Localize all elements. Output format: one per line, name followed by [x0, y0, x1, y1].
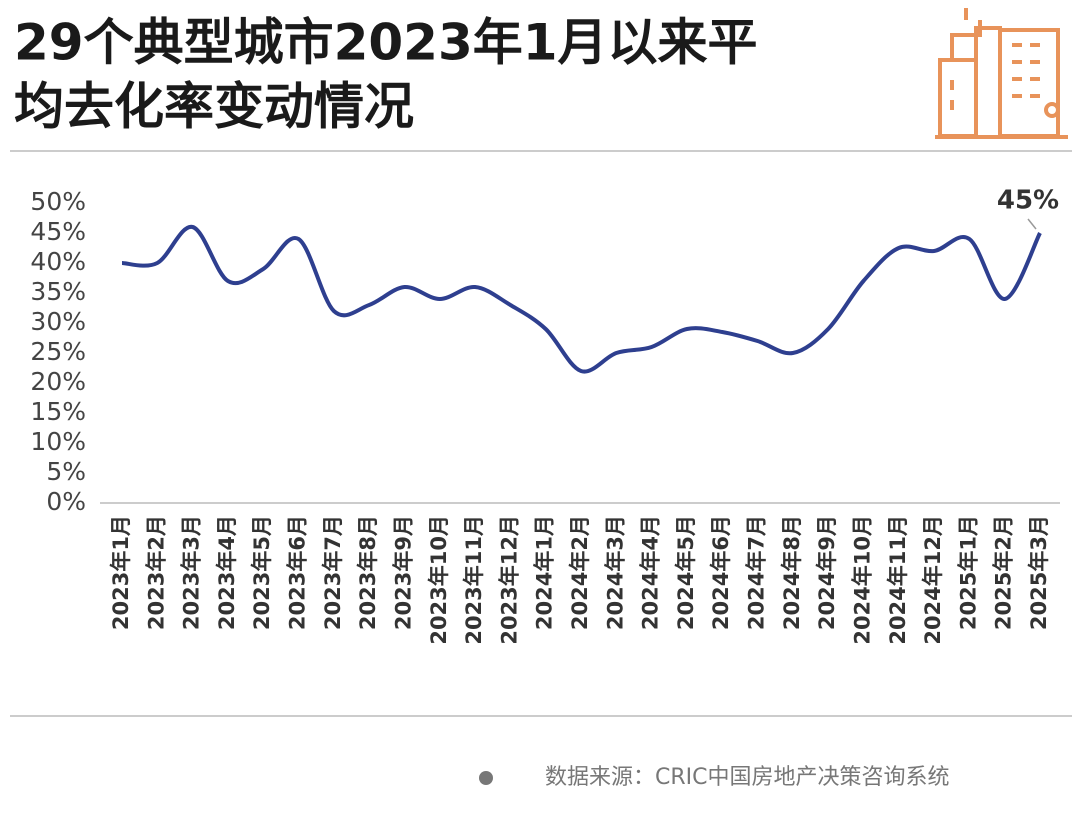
- x-tick-label: 2024年9月: [815, 515, 839, 630]
- line: [121, 225, 1042, 374]
- x-tick-label: 2024年12月: [921, 515, 945, 645]
- x-tick-label: 2024年1月: [533, 515, 557, 630]
- x-tick-label: 2024年7月: [745, 515, 769, 630]
- x-tick-label: 2024年8月: [780, 515, 804, 630]
- data-label: 45%: [997, 186, 1059, 216]
- source-dot: [479, 771, 493, 785]
- x-tick-label: 2024年6月: [709, 515, 733, 630]
- x-tick-label: 2024年10月: [850, 515, 874, 645]
- x-tick-label: 2025年1月: [956, 515, 980, 630]
- x-tick-label: 2023年9月: [391, 515, 415, 630]
- x-tick-label: 2023年1月: [109, 515, 133, 630]
- x-tick-label: 2024年3月: [603, 515, 627, 630]
- y-tick-label: 10%: [30, 427, 86, 456]
- y-tick-label: 50%: [30, 187, 86, 216]
- label-leader: [1027, 218, 1037, 230]
- x-tick-label: 2025年3月: [1027, 515, 1051, 630]
- y-tick-label: 25%: [30, 337, 86, 366]
- y-tick-label: 15%: [30, 397, 86, 426]
- chart-title: 均去化率变动情况: [14, 78, 414, 136]
- source: 数据来源：CRIC中国房地产决策咨询系统: [545, 765, 950, 790]
- x-tick-label: 2023年5月: [250, 515, 274, 630]
- x-tick-label: 2023年6月: [286, 515, 310, 630]
- x-tick-label: 2023年4月: [215, 515, 239, 630]
- y-tick-label: 40%: [30, 247, 86, 276]
- x-tick-label: 2023年11月: [462, 515, 486, 645]
- building-icon: [935, 8, 1068, 139]
- x-tick-label: 2023年2月: [144, 515, 168, 630]
- x-tick-label: 2023年10月: [427, 515, 451, 645]
- x-tick-label: 2024年4月: [639, 515, 663, 630]
- x-tick-label: 2025年2月: [992, 515, 1016, 630]
- x-tick-label: 2024年2月: [568, 515, 592, 630]
- y-tick-label: 20%: [30, 367, 86, 396]
- y-tick-label: 35%: [30, 277, 86, 306]
- x-tick-label: 2023年3月: [180, 515, 204, 630]
- y-tick-label: 0%: [46, 487, 86, 516]
- y-tick-label: 45%: [30, 217, 86, 246]
- x-tick-label: 2023年7月: [321, 515, 345, 630]
- x-tick-label: 2024年5月: [674, 515, 698, 630]
- x-tick-label: 2023年8月: [356, 515, 380, 630]
- y-tick-label: 5%: [46, 457, 86, 486]
- x-tick-label: 2023年12月: [497, 515, 521, 645]
- chart-title: 29个典型城市2023年1月以来平: [14, 14, 758, 72]
- y-tick-label: 30%: [30, 307, 86, 336]
- x-tick-label: 2024年11月: [886, 515, 910, 645]
